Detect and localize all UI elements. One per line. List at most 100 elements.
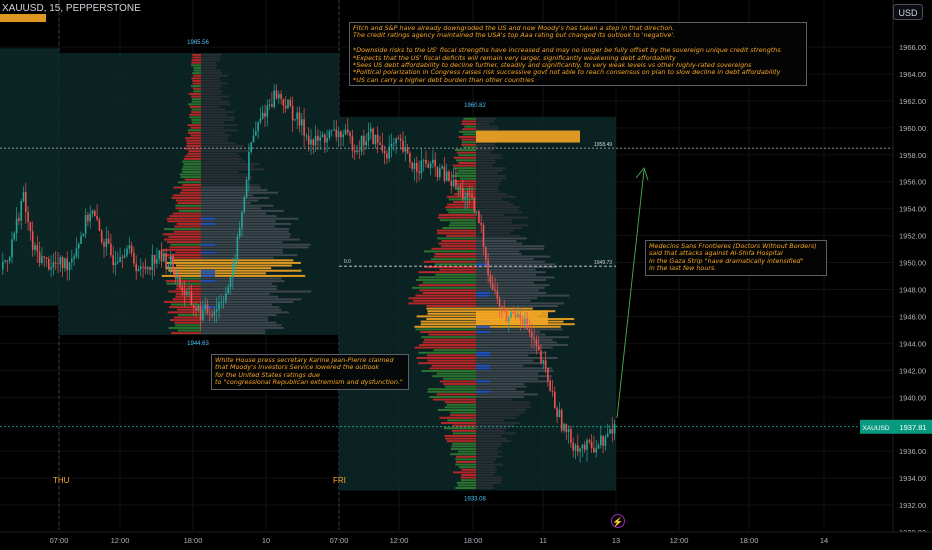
vp1-row-right	[201, 269, 302, 272]
vp2-row-right	[476, 328, 563, 331]
vp2-row-left	[457, 169, 476, 172]
vp1-row-right	[201, 163, 260, 166]
price-axis-label: 1950.00	[899, 259, 926, 268]
vp2-row-right	[476, 229, 514, 232]
vp2-row-left	[429, 395, 476, 398]
note-white-house[interactable]: White House press secretary Karine Jean-…	[211, 354, 409, 390]
vp2-row-left	[437, 232, 476, 235]
candle-body	[192, 304, 195, 308]
vp2-row-right	[476, 252, 522, 255]
candle-body	[581, 444, 584, 449]
vp1-row-right	[201, 160, 246, 163]
vp1-row-right	[201, 150, 250, 153]
candle-body	[365, 141, 367, 146]
vp2-row-left	[447, 203, 476, 206]
vp2-row-right	[476, 213, 504, 216]
vp2-row-left	[444, 406, 476, 409]
candle-body	[91, 210, 94, 214]
candle-body	[31, 231, 34, 250]
vp2-row-right	[476, 294, 570, 297]
vp2-row-right	[476, 416, 516, 419]
vp1-row-right	[201, 111, 235, 114]
vp1-row-right	[201, 215, 277, 218]
vp1-row-right	[201, 196, 269, 199]
vp1-row-right	[201, 313, 277, 316]
vp1-row-right	[201, 56, 221, 59]
vp1-row-left	[169, 319, 201, 322]
vp1-row-right	[201, 287, 277, 290]
vp2-row-left	[445, 206, 476, 209]
vp1-row-right	[201, 207, 262, 210]
candle-body	[551, 391, 554, 393]
vp2-row-right	[476, 419, 504, 422]
candle-body	[358, 150, 361, 152]
candle-body	[574, 445, 577, 451]
vp2-row-left	[432, 375, 476, 378]
vp2-row-left	[443, 382, 476, 385]
vp2-row-left	[422, 291, 476, 294]
vp2-row-left	[432, 398, 476, 401]
candle-body	[213, 311, 216, 316]
lightning-icon[interactable]: ⚡	[611, 514, 625, 528]
vp2-row-right	[476, 156, 503, 159]
vp2-row-left	[433, 349, 476, 352]
candle-body	[183, 290, 186, 295]
vp2-row-left	[455, 172, 476, 175]
vp1-row-left	[183, 157, 201, 160]
vp2-row-left	[442, 226, 476, 229]
vp2-row-left	[427, 312, 476, 315]
vp2-row-left	[426, 354, 476, 357]
vp1-row-right	[201, 230, 289, 233]
vp1-row-left	[182, 170, 201, 173]
candle-body	[114, 262, 117, 266]
candle-body	[57, 263, 59, 265]
vp2-row-left	[418, 284, 476, 287]
candle-body	[6, 260, 9, 262]
vp2-row-right	[476, 143, 496, 146]
candle-body	[563, 424, 565, 431]
candle-body	[312, 139, 315, 146]
vp1-row-right	[201, 157, 243, 160]
candle-body	[206, 304, 209, 314]
vp2-row-right	[476, 468, 497, 471]
vp1-row-left	[165, 261, 201, 264]
candle-body	[524, 318, 526, 324]
vp2-row-right	[476, 369, 554, 372]
time-axis-label: 18:00	[184, 536, 203, 545]
vp2-row-left	[431, 247, 476, 250]
candle-body	[459, 187, 462, 189]
vp2-row-right	[476, 393, 538, 396]
vp1-row-right	[201, 173, 250, 176]
candle-body	[4, 260, 6, 263]
vp2-row-right	[476, 390, 525, 393]
vp1-row-left	[179, 191, 201, 194]
time-axis-label: 14	[820, 536, 828, 545]
currency-button[interactable]: USD	[893, 4, 923, 20]
candle-body	[351, 136, 354, 151]
vp1-row-right	[201, 261, 301, 264]
note-moody-fitch[interactable]: Fitch and S&P have already downgroded th…	[349, 22, 807, 86]
vp2-row-left	[458, 161, 476, 164]
note-msf[interactable]: Medecins Sans Frontieres (Doctors Withou…	[645, 240, 827, 276]
candle-body	[372, 128, 374, 145]
candle-body	[422, 159, 425, 161]
candle-body	[66, 258, 68, 270]
candle-body	[427, 164, 430, 168]
candle-body	[71, 258, 73, 263]
candle-body	[100, 230, 103, 243]
candle-body	[593, 447, 595, 453]
candle-body	[432, 159, 434, 164]
candle-body	[533, 337, 535, 340]
candle-body	[496, 291, 499, 300]
vp1-row-left	[176, 222, 201, 225]
vp2-row-left	[461, 122, 476, 125]
price-axis-label: 1954.00	[899, 205, 926, 214]
candle-body	[301, 119, 303, 126]
candle-body	[466, 192, 469, 198]
candle-body	[402, 140, 404, 152]
candle-body	[190, 292, 193, 305]
vp2-row-left	[437, 216, 476, 219]
vp1-row-right	[201, 235, 290, 238]
vp1-row-left	[193, 90, 201, 93]
vp2-row-right	[476, 211, 523, 214]
